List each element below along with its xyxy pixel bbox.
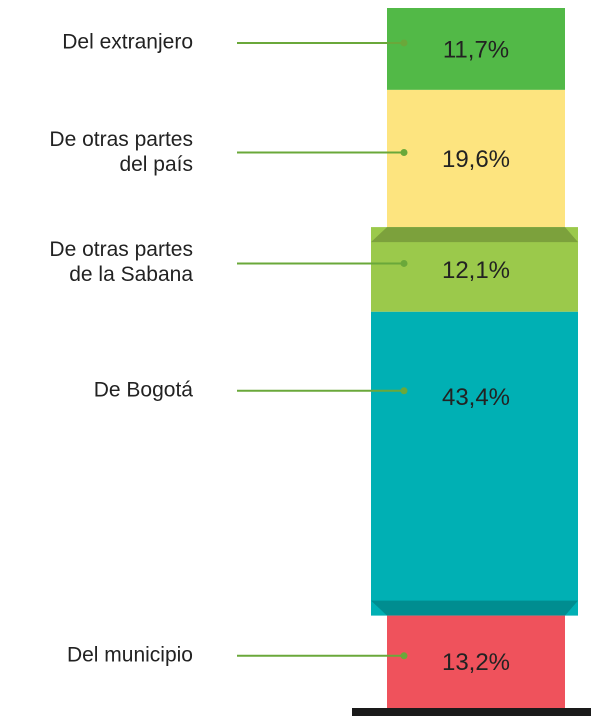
segment [387,89,565,228]
value-label: 12,1% [442,257,510,284]
leader-dot [400,39,408,47]
category-label: De Bogotá [93,378,193,402]
leader-dot [400,259,408,267]
value-label: 19,6% [442,146,510,173]
leader-dot [400,387,408,395]
segment [371,311,578,616]
segment [387,8,565,90]
segment [387,615,565,708]
baseline [352,708,591,716]
value-label: 13,2% [442,649,510,676]
leader-dot [400,652,408,660]
value-label: 11,7% [443,36,509,63]
category-label: Del municipio [66,643,193,667]
category-label: De otras partes de la Sabana [49,238,193,287]
bevel [371,227,578,243]
category-label: De otras partes del país [49,127,193,176]
category-label: Del extranjero [62,30,193,54]
value-label: 43,4% [442,384,510,411]
leader-dot [400,149,408,156]
bevel [371,600,578,616]
